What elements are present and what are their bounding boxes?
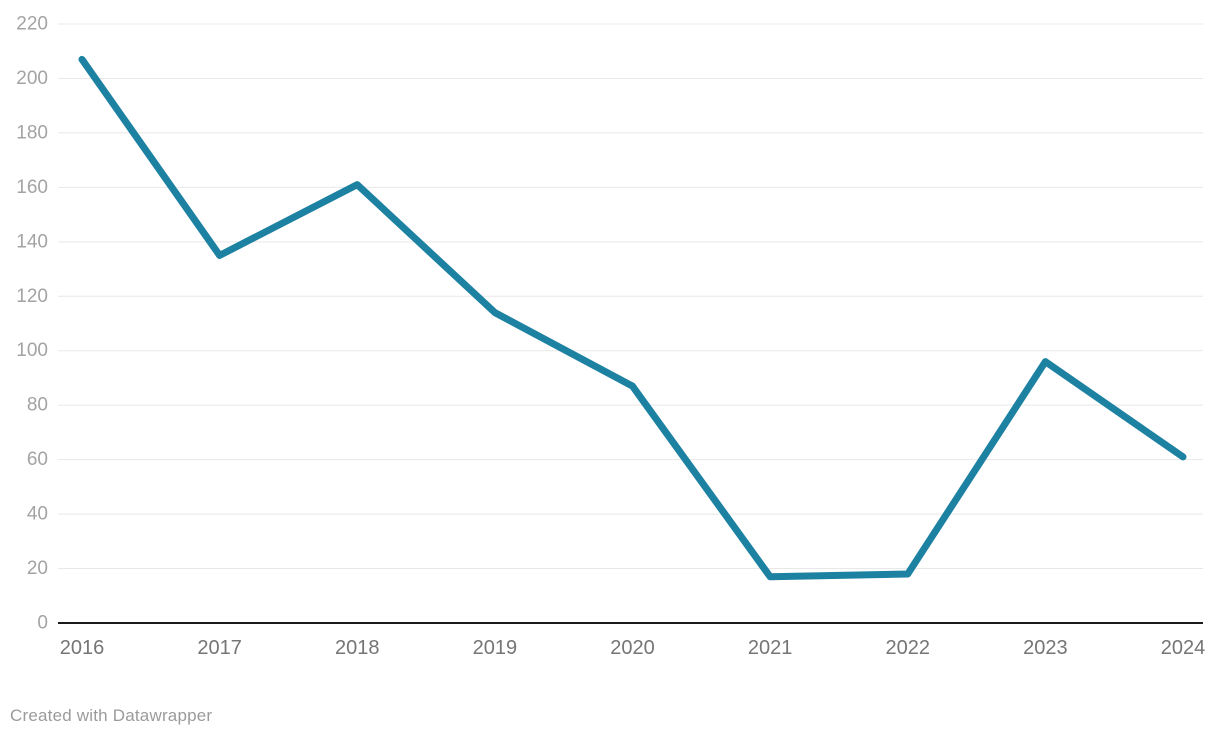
y-tick-label: 60 xyxy=(27,449,48,470)
line-chart: 0 20 40 60 80 100 120 140 160 180 200 220 2016 2017 20… xyxy=(16,14,1206,660)
datawrapper-credit: Created with Datawrapper xyxy=(10,706,213,725)
x-tick-label: 2024 xyxy=(1161,637,1206,659)
y-tick-label: 0 xyxy=(37,613,48,634)
y-tick-label: 100 xyxy=(16,340,48,361)
y-tick-label: 120 xyxy=(16,286,48,307)
data-line xyxy=(78,55,1187,581)
x-tick-label: 2019 xyxy=(473,637,518,659)
y-tick-label: 140 xyxy=(16,231,48,252)
y-tick-label: 180 xyxy=(16,122,48,143)
y-tick-label: 200 xyxy=(16,68,48,89)
y-tick-label: 40 xyxy=(27,504,48,525)
x-tick-label: 2017 xyxy=(197,637,242,659)
x-tick-label: 2023 xyxy=(1023,637,1068,659)
y-tick-label: 80 xyxy=(27,395,48,416)
y-tick-label: 20 xyxy=(27,558,48,579)
x-tick-label: 2022 xyxy=(886,637,931,659)
x-tick-label: 2021 xyxy=(748,637,793,659)
y-tick-label: 220 xyxy=(16,14,48,35)
y-tick-label: 160 xyxy=(16,177,48,198)
x-tick-label: 2018 xyxy=(335,637,380,659)
x-tick-label: 2020 xyxy=(610,637,655,659)
x-tick-label: 2016 xyxy=(60,637,105,659)
